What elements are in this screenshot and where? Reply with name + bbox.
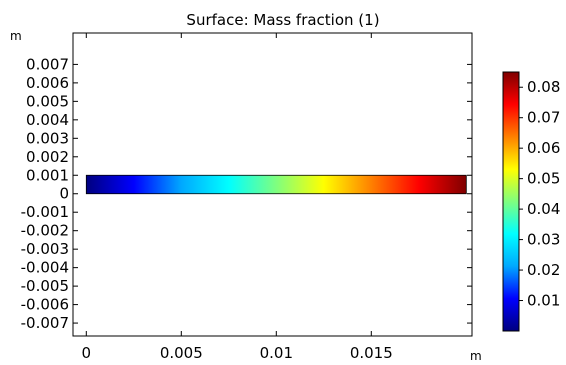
colorbar-tick-label: 0.04	[527, 200, 560, 218]
y-tick-label: -0.003	[21, 240, 69, 258]
colorbar-tick-label: 0.07	[527, 109, 560, 127]
y-tick-label: 0.004	[26, 111, 69, 129]
y-tick-label: -0.001	[21, 203, 69, 221]
x-tick-label: 0.01	[260, 344, 293, 362]
y-tick-label: -0.004	[21, 259, 69, 277]
y-tick-label: 0.006	[26, 74, 69, 92]
colorbar-tick-label: 0.05	[527, 170, 560, 188]
mass-fraction-field	[85, 174, 467, 195]
colorbar-tick-label: 0.03	[527, 231, 560, 249]
x-tick-label: 0.015	[350, 344, 393, 362]
y-tick-label: -0.005	[21, 277, 69, 295]
colorbar-tick-label: 0.02	[527, 261, 560, 279]
colorbar-tick-label: 0.08	[527, 78, 560, 96]
colorbar-tick-label: 0.01	[527, 292, 560, 310]
y-tick-label: 0	[59, 185, 69, 203]
y-tick-label: 0.005	[26, 92, 69, 110]
y-tick-label: 0.001	[26, 166, 69, 184]
x-tick-label: 0	[82, 344, 92, 362]
y-tick-label: 0.003	[26, 129, 69, 147]
y-tick-label: 0.002	[26, 148, 69, 166]
colorbar	[502, 71, 520, 332]
y-tick-label: -0.002	[21, 222, 69, 240]
plot-frame	[72, 32, 473, 337]
plot-title: Surface: Mass fraction (1)	[186, 11, 379, 29]
y-axis-unit: m	[10, 29, 22, 43]
y-tick-label: -0.007	[21, 314, 69, 332]
x-tick-label: 0.005	[160, 344, 203, 362]
y-tick-label: -0.006	[21, 296, 69, 314]
x-axis-unit: m	[470, 349, 482, 363]
colorbar-tick-label: 0.06	[527, 139, 560, 157]
y-tick-label: 0.007	[26, 55, 69, 73]
